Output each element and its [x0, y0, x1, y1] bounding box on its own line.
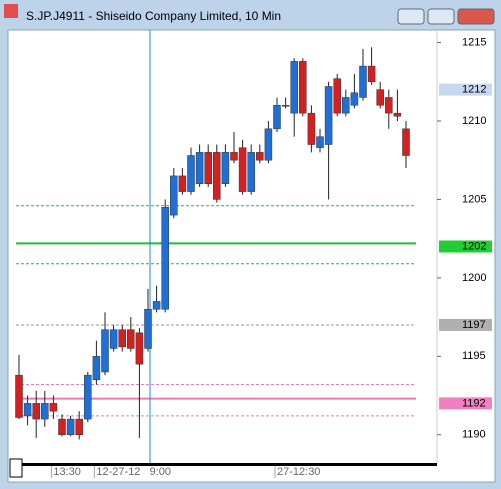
candle-body — [238, 147, 247, 192]
y-tick-label: 1210 — [462, 115, 486, 127]
y-tick-label: 1195 — [462, 350, 486, 362]
chart-area — [7, 29, 496, 483]
price-label-box — [439, 83, 492, 96]
candle-body — [178, 175, 187, 192]
price-label: 1212 — [462, 84, 486, 96]
close-button[interactable] — [457, 8, 495, 25]
candle-body — [109, 329, 118, 349]
candle-body — [161, 207, 169, 310]
minimize-button[interactable] — [397, 8, 425, 25]
candle-body — [385, 97, 393, 114]
y-tick-label: 1215 — [462, 36, 486, 48]
price-label: 1197 — [462, 319, 486, 331]
time-axis-bar — [10, 463, 437, 466]
candle-body — [367, 65, 376, 83]
candle-body — [66, 418, 75, 436]
candle-body — [342, 97, 350, 114]
candle-body — [75, 418, 83, 436]
candle-body — [221, 152, 230, 184]
price-label: 1202 — [462, 240, 486, 252]
candle-body — [144, 309, 152, 349]
candle-body — [376, 89, 384, 106]
candle-body — [359, 65, 367, 98]
candle-body — [316, 136, 324, 148]
candle-body — [333, 78, 341, 114]
candle-body — [393, 112, 402, 117]
candle-body — [273, 105, 281, 130]
candle-body — [170, 175, 178, 216]
candle-body — [350, 92, 359, 106]
candle-body — [118, 329, 126, 348]
candle-body — [402, 128, 410, 156]
candle-body — [101, 329, 109, 373]
candle-body — [152, 301, 161, 310]
x-tick-label: 13:30 — [53, 466, 81, 478]
candle-body — [324, 86, 333, 145]
candle-body — [290, 61, 298, 114]
y-tick-label: 1200 — [462, 272, 486, 284]
candle-body — [213, 152, 221, 200]
y-tick-label: 1190 — [462, 429, 486, 441]
candle-body — [299, 61, 307, 114]
price-label: 1192 — [462, 397, 486, 409]
candle-body — [58, 418, 66, 436]
candle-body — [230, 152, 238, 161]
candle-body — [264, 128, 273, 161]
candle-body — [204, 152, 212, 184]
price-label-box — [439, 240, 492, 253]
candle-body — [187, 155, 195, 192]
candle-body — [41, 403, 49, 420]
price-label-box — [439, 397, 492, 410]
candle-body — [15, 374, 23, 418]
window-title: S.JP.J4911 - Shiseido Company Limited, 1… — [26, 9, 281, 23]
candle-body — [256, 152, 264, 161]
candle-body — [195, 152, 204, 184]
maximize-button[interactable] — [427, 8, 455, 25]
candle-body — [32, 403, 40, 420]
x-tick-label: 27-12:30 — [277, 466, 320, 478]
candle-body — [247, 152, 255, 192]
scroll-thumb[interactable] — [9, 458, 23, 478]
price-label-box — [439, 318, 492, 331]
x-tick-label: 12-27-12 9:00 — [96, 466, 171, 478]
candle-body — [281, 105, 290, 107]
candle-body — [127, 329, 135, 349]
candle-body — [92, 356, 101, 381]
app-icon — [4, 4, 18, 18]
candle-body — [135, 332, 144, 365]
candle-body — [307, 112, 316, 145]
y-tick-label: 1205 — [462, 193, 486, 205]
candle-body — [84, 374, 92, 420]
candle-body — [23, 403, 32, 417]
candle-body — [49, 403, 58, 412]
